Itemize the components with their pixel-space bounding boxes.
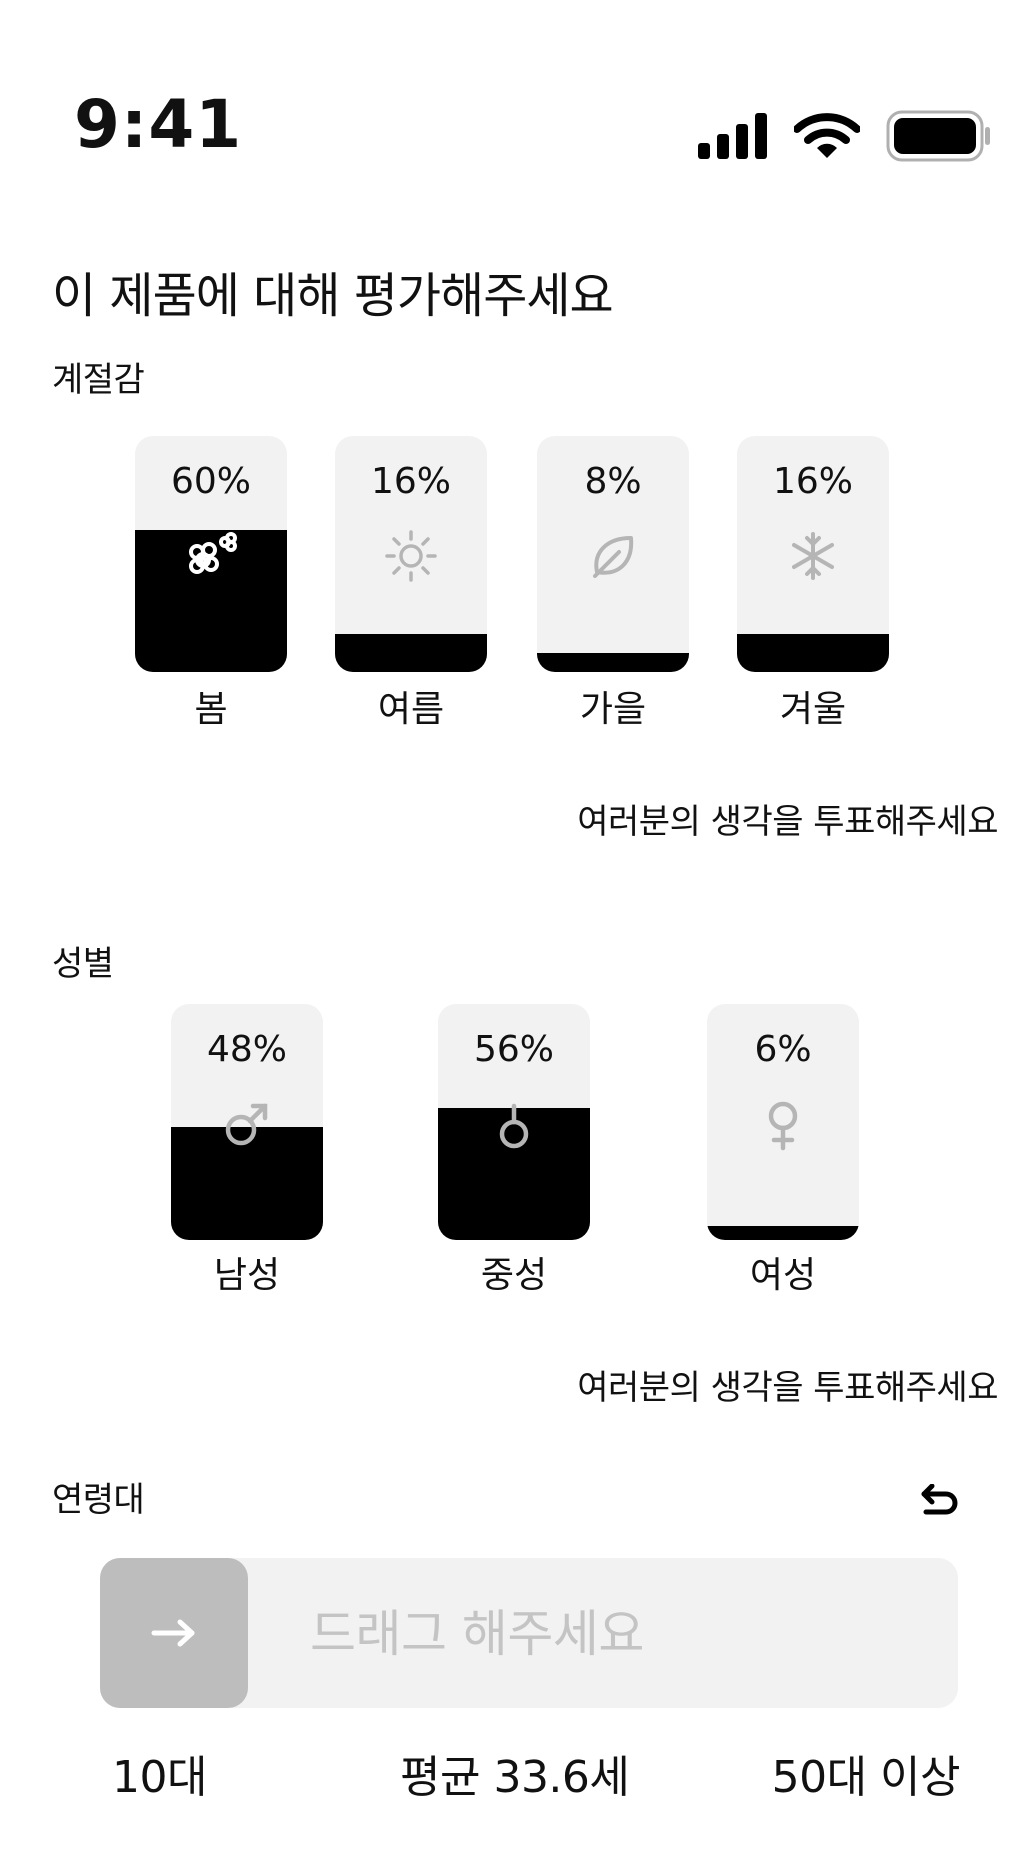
battery-icon <box>886 110 990 162</box>
age-min-label: 10대 <box>112 1752 207 1803</box>
season-label-spring: 봄 <box>194 689 228 730</box>
season-card-winter[interactable]: 16% <box>737 436 889 672</box>
gender-card-neutral[interactable]: 56% <box>438 1004 590 1240</box>
snowflake-icon <box>792 532 834 580</box>
flower-icon <box>189 532 237 574</box>
vote-percent: 56% <box>473 1029 554 1070</box>
female-icon <box>768 1101 798 1151</box>
vote-percent: 48% <box>206 1029 287 1070</box>
status-icons <box>698 110 992 162</box>
season-vote-hint: 여러분의 생각을 투표해주세요 <box>577 802 998 842</box>
age-slider-handle[interactable] <box>100 1558 248 1708</box>
age-max-label: 50대 이상 <box>771 1752 961 1803</box>
season-label-winter: 겨울 <box>779 689 847 730</box>
vote-fill-bar <box>171 1126 323 1240</box>
vote-fill-bar <box>707 1225 859 1240</box>
undo-icon[interactable] <box>916 1484 960 1524</box>
season-section-title: 계절감 <box>52 360 145 400</box>
vote-fill-bar <box>737 634 889 672</box>
age-slider-placeholder: 드래그 해주세요 <box>310 1605 644 1663</box>
vote-percent: 16% <box>370 461 451 502</box>
vote-fill-bar <box>438 1107 590 1240</box>
leaf-icon <box>593 536 634 578</box>
status-time: 9:41 <box>74 86 243 163</box>
season-card-autumn[interactable]: 8% <box>537 436 689 672</box>
vote-fill-bar <box>335 634 487 672</box>
season-card-summer[interactable]: 16% <box>335 436 487 672</box>
season-label-summer: 여름 <box>377 689 445 730</box>
vote-percent: 16% <box>772 461 853 502</box>
arrow-right-icon <box>151 1619 195 1647</box>
vote-percent: 6% <box>754 1029 812 1070</box>
season-label-autumn: 가을 <box>579 689 647 730</box>
gender-card-male[interactable]: 48% <box>171 1004 323 1240</box>
gender-card-female[interactable]: 6% <box>707 1004 859 1240</box>
sun-icon <box>385 530 437 582</box>
cellular-signal-icon <box>698 113 767 159</box>
gender-vote-hint: 여러분의 생각을 투표해주세요 <box>577 1368 998 1408</box>
gender-label-neutral: 중성 <box>480 1255 548 1296</box>
age-average-label: 평균 33.6세 <box>400 1752 630 1803</box>
gender-label-female: 여성 <box>749 1255 817 1296</box>
age-section-title: 연령대 <box>52 1480 145 1520</box>
vote-percent: 60% <box>170 461 251 502</box>
vote-percent: 8% <box>584 461 642 502</box>
gender-section-title: 성별 <box>52 944 114 984</box>
page-title: 이 제품에 대해 평가해주세요 <box>52 268 614 324</box>
male-icon <box>225 1103 268 1146</box>
season-card-spring[interactable]: 60% <box>135 436 287 672</box>
vote-fill-bar <box>537 653 689 672</box>
gender-label-male: 남성 <box>213 1255 281 1296</box>
neutral-icon <box>499 1103 529 1149</box>
wifi-icon <box>794 113 860 158</box>
